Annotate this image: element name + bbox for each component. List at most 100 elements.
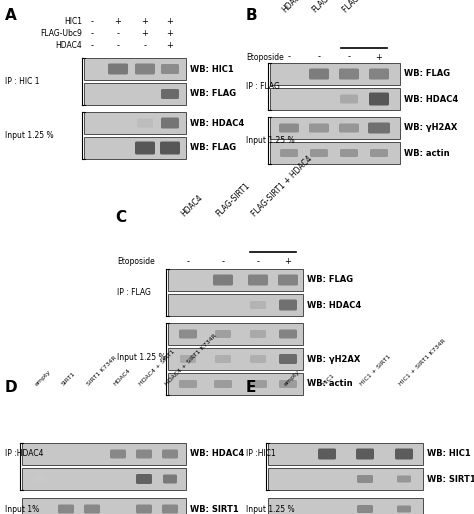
Text: HDAC4 + SIRT1 K734R: HDAC4 + SIRT1 K734R (164, 334, 218, 387)
Text: +: + (115, 17, 121, 27)
Text: +: + (142, 29, 148, 39)
Text: WB: FLAG: WB: FLAG (190, 89, 236, 99)
Text: HIC1 + SIRT1: HIC1 + SIRT1 (359, 354, 392, 387)
FancyBboxPatch shape (108, 64, 128, 75)
Bar (168, 269, 303, 291)
FancyBboxPatch shape (160, 141, 180, 155)
FancyBboxPatch shape (279, 380, 297, 388)
Text: WB: actin: WB: actin (307, 379, 353, 389)
Text: FLAG-Ubc9: FLAG-Ubc9 (310, 0, 346, 14)
Text: +: + (166, 29, 173, 39)
FancyBboxPatch shape (309, 68, 329, 80)
FancyBboxPatch shape (339, 68, 359, 80)
Text: HIC1 + SIRT1 K734R: HIC1 + SIRT1 K734R (399, 338, 447, 387)
FancyBboxPatch shape (163, 474, 177, 484)
Bar (22, 468, 186, 490)
Text: -: - (117, 42, 119, 50)
Text: -: - (318, 52, 320, 62)
Text: FLAG-SIRT1 + HDAC4: FLAG-SIRT1 + HDAC4 (250, 154, 314, 218)
Bar (168, 294, 303, 316)
FancyBboxPatch shape (161, 118, 179, 128)
Text: -: - (347, 52, 350, 62)
Text: Input 1.25 %: Input 1.25 % (246, 136, 295, 145)
Text: -: - (91, 29, 93, 39)
FancyBboxPatch shape (397, 505, 411, 512)
Text: +: + (166, 42, 173, 50)
Text: D: D (5, 380, 18, 395)
FancyBboxPatch shape (250, 355, 266, 363)
Text: HIC1: HIC1 (321, 373, 336, 387)
FancyBboxPatch shape (368, 122, 390, 134)
FancyBboxPatch shape (278, 274, 298, 285)
FancyBboxPatch shape (136, 474, 152, 484)
FancyBboxPatch shape (310, 149, 328, 157)
Bar (268, 443, 423, 465)
FancyBboxPatch shape (248, 274, 268, 285)
FancyBboxPatch shape (249, 380, 267, 388)
FancyBboxPatch shape (162, 450, 178, 458)
Text: SIRT1: SIRT1 (61, 371, 76, 387)
FancyBboxPatch shape (84, 505, 100, 513)
Text: +: + (142, 17, 148, 27)
FancyBboxPatch shape (340, 149, 358, 157)
FancyBboxPatch shape (162, 505, 178, 513)
Bar (270, 88, 400, 110)
Bar (268, 468, 423, 490)
FancyBboxPatch shape (340, 95, 358, 103)
FancyBboxPatch shape (214, 380, 232, 388)
FancyBboxPatch shape (283, 506, 295, 512)
FancyBboxPatch shape (318, 449, 336, 460)
Text: IP : FLAG: IP : FLAG (117, 288, 151, 297)
Text: -: - (144, 42, 146, 50)
Text: FLAG-Ubc9 + HDAC4: FLAG-Ubc9 + HDAC4 (341, 0, 403, 14)
Text: WB: FLAG: WB: FLAG (190, 143, 236, 153)
Text: Input 1.25 %: Input 1.25 % (246, 505, 295, 513)
FancyBboxPatch shape (395, 449, 413, 460)
Bar (84, 137, 186, 159)
FancyBboxPatch shape (397, 475, 411, 483)
FancyBboxPatch shape (136, 505, 152, 513)
FancyBboxPatch shape (369, 93, 389, 105)
Text: C: C (115, 210, 126, 225)
Text: WB: FLAG: WB: FLAG (307, 276, 353, 285)
Bar (22, 443, 186, 465)
Text: Etoposide: Etoposide (246, 52, 284, 62)
FancyBboxPatch shape (135, 64, 155, 75)
FancyBboxPatch shape (161, 64, 179, 74)
FancyBboxPatch shape (213, 274, 233, 285)
Bar (84, 83, 186, 105)
Text: FLAG-Ubc9: FLAG-Ubc9 (40, 29, 82, 39)
Text: SIRT1 K734R: SIRT1 K734R (86, 356, 118, 387)
Text: HDAC4: HDAC4 (281, 0, 306, 14)
Bar (270, 117, 400, 139)
Bar (168, 323, 303, 345)
Bar (268, 498, 423, 514)
FancyBboxPatch shape (279, 123, 299, 133)
Text: FLAG-SIRT1: FLAG-SIRT1 (215, 181, 252, 218)
Text: IP :HIC1: IP :HIC1 (246, 450, 276, 458)
Text: Input 1%: Input 1% (5, 505, 39, 513)
FancyBboxPatch shape (110, 450, 126, 458)
Text: A: A (5, 8, 17, 23)
Text: WB: actin: WB: actin (404, 149, 450, 157)
Text: -: - (117, 29, 119, 39)
Bar (84, 58, 186, 80)
FancyBboxPatch shape (279, 354, 297, 364)
FancyBboxPatch shape (357, 475, 373, 483)
Text: WB: HDAC4: WB: HDAC4 (404, 95, 458, 103)
Text: +: + (375, 52, 383, 62)
Text: WB: HDAC4: WB: HDAC4 (307, 301, 361, 309)
Text: empty: empty (283, 369, 301, 387)
Bar (84, 112, 186, 134)
FancyBboxPatch shape (34, 475, 46, 483)
Text: B: B (246, 8, 258, 23)
Text: WB: SIRT1: WB: SIRT1 (190, 505, 239, 513)
Text: Input 1.25 %: Input 1.25 % (5, 131, 54, 140)
Text: -: - (186, 258, 190, 266)
FancyBboxPatch shape (279, 300, 297, 310)
FancyBboxPatch shape (339, 123, 359, 133)
Text: -: - (221, 258, 225, 266)
Text: Etoposide: Etoposide (117, 258, 155, 266)
Text: IP : FLAG: IP : FLAG (246, 82, 280, 91)
Text: HDAC4: HDAC4 (55, 42, 82, 50)
